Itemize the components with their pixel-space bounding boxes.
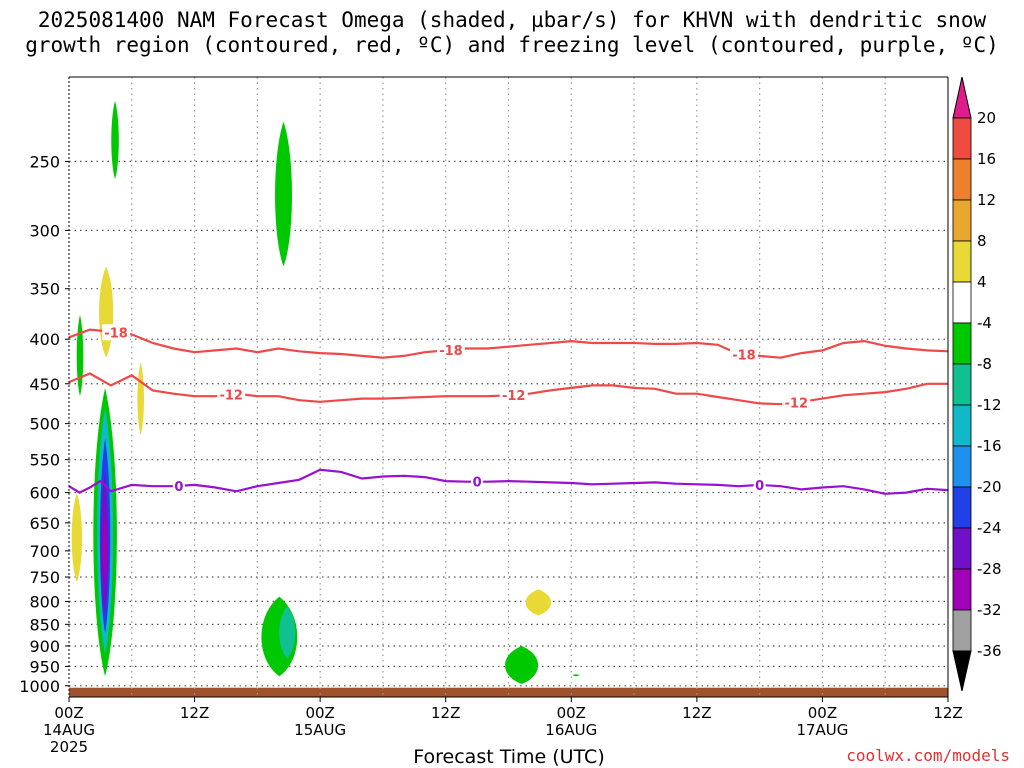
colorbar-segment [952, 199, 972, 242]
colorbar-label: -12 [977, 396, 1002, 414]
x-tick-label: 00Z [54, 704, 83, 722]
y-tick-label: 800 [29, 592, 60, 611]
y-tick-label: 700 [29, 542, 60, 561]
colorbar-label: 8 [977, 232, 987, 250]
x-tick-label: 00Z [305, 704, 334, 722]
y-tick-label: 550 [29, 451, 60, 470]
y-tick-label: 450 [29, 375, 60, 394]
x-tick-label: 00Z [557, 704, 586, 722]
colorbar-label: 12 [977, 191, 996, 209]
colorbar-segment [952, 527, 972, 570]
colorbar-label: 16 [977, 150, 996, 168]
y-tick-label: 850 [29, 615, 60, 634]
colorbar-label: -24 [977, 519, 1002, 537]
colorbar-segment [952, 445, 972, 488]
colorbar-segment [952, 568, 972, 611]
y-tick-label: 1000 [19, 677, 60, 696]
chart-title-line1: 2025081400 NAM Forecast Omega (shaded, µ… [37, 8, 987, 32]
colorbar-segment [952, 281, 972, 324]
x-tick-label: 00Z [808, 704, 837, 722]
x-tick-label: 12Z [682, 704, 711, 722]
y-tick-label: 250 [29, 152, 60, 171]
omega-shaded-area-13 [525, 589, 552, 616]
contour-label--18: -18 [732, 348, 756, 363]
contour-label-bg [217, 386, 246, 403]
contour-label-0: 0 [473, 476, 482, 491]
x-axis-label: Forecast Time (UTC) [413, 746, 604, 768]
colorbar-label: 20 [977, 109, 996, 127]
colorbar-label: -8 [977, 355, 992, 373]
colorbar-segment [952, 609, 972, 652]
y-tick-label: 350 [29, 280, 60, 299]
y-tick-label: 500 [29, 415, 60, 434]
x-tick-label: 12Z [431, 704, 460, 722]
omega-shaded-area-0 [111, 100, 119, 180]
contour-label--12: -12 [219, 388, 243, 403]
contour-label--18: -18 [439, 344, 463, 359]
contour-label-bg [471, 473, 484, 490]
colorbar-segment [952, 117, 972, 160]
colorbar-label: -36 [977, 642, 1002, 660]
x-tick-label: 14AUG [43, 721, 95, 739]
colorbar-label: -28 [977, 560, 1002, 578]
colorbar-label: 4 [977, 273, 987, 291]
y-tick-label: 300 [29, 221, 60, 240]
omega-shaded-area-1 [275, 121, 292, 267]
omega-shaded-area-12 [279, 606, 296, 659]
contour-label-0: 0 [755, 479, 764, 494]
contour-label-bg [102, 324, 131, 341]
x-tick-label: 2025 [50, 738, 88, 756]
x-tick-label: 17AUG [796, 721, 848, 739]
y-tick-label: 950 [29, 657, 60, 676]
omega-shaded-area-2 [99, 266, 114, 358]
colorbar-label: -4 [977, 314, 992, 332]
x-tick-label: 12Z [180, 704, 209, 722]
credit-text: coolwx.com/models [846, 746, 1010, 765]
colorbar-label: -32 [977, 601, 1002, 619]
colorbar-segment [952, 486, 972, 529]
contour-label-bg [753, 476, 766, 493]
y-tick-label: 750 [29, 568, 60, 587]
contour-label-0: 0 [174, 480, 183, 495]
y-tick-label: 400 [29, 330, 60, 349]
contour-label-bg [172, 477, 185, 494]
chart-title-line2: growth region (contoured, red, ºC) and f… [25, 33, 999, 57]
colorbar-segment [952, 322, 972, 365]
contour-label--18: -18 [104, 326, 128, 341]
x-tick-label: 12Z [933, 704, 962, 722]
contour-label-bg [436, 341, 465, 358]
colorbar-segment [952, 240, 972, 283]
contour-label-bg [782, 394, 811, 411]
x-tick-label: 15AUG [294, 721, 346, 739]
colorbar-label: -20 [977, 478, 1002, 496]
colorbar-top-arrow [952, 76, 972, 119]
contour-label-bg [729, 346, 758, 363]
contour-label-bg [499, 386, 528, 403]
terrain-band [69, 687, 948, 697]
colorbar-segment [952, 404, 972, 447]
y-tick-label: 900 [29, 637, 60, 656]
colorbar-label: -16 [977, 437, 1002, 455]
omega-shaded-area-5 [71, 492, 83, 583]
omega-shaded-area-15 [572, 674, 580, 677]
y-tick-label: 600 [29, 484, 60, 503]
omega-shaded-area-10 [102, 516, 108, 583]
x-tick-label: 16AUG [545, 721, 597, 739]
contour-label--12: -12 [502, 389, 526, 404]
contour-label--12: -12 [785, 396, 809, 411]
omega-shaded-area-3 [137, 362, 144, 435]
colorbar-segment [952, 158, 972, 201]
colorbar-segment [952, 363, 972, 406]
colorbar-bottom-arrow [952, 650, 972, 692]
y-tick-label: 650 [29, 514, 60, 533]
contour-line--18 [68, 328, 949, 359]
omega-shaded-area-14 [505, 645, 539, 684]
omega-shaded-area-4 [76, 314, 84, 397]
